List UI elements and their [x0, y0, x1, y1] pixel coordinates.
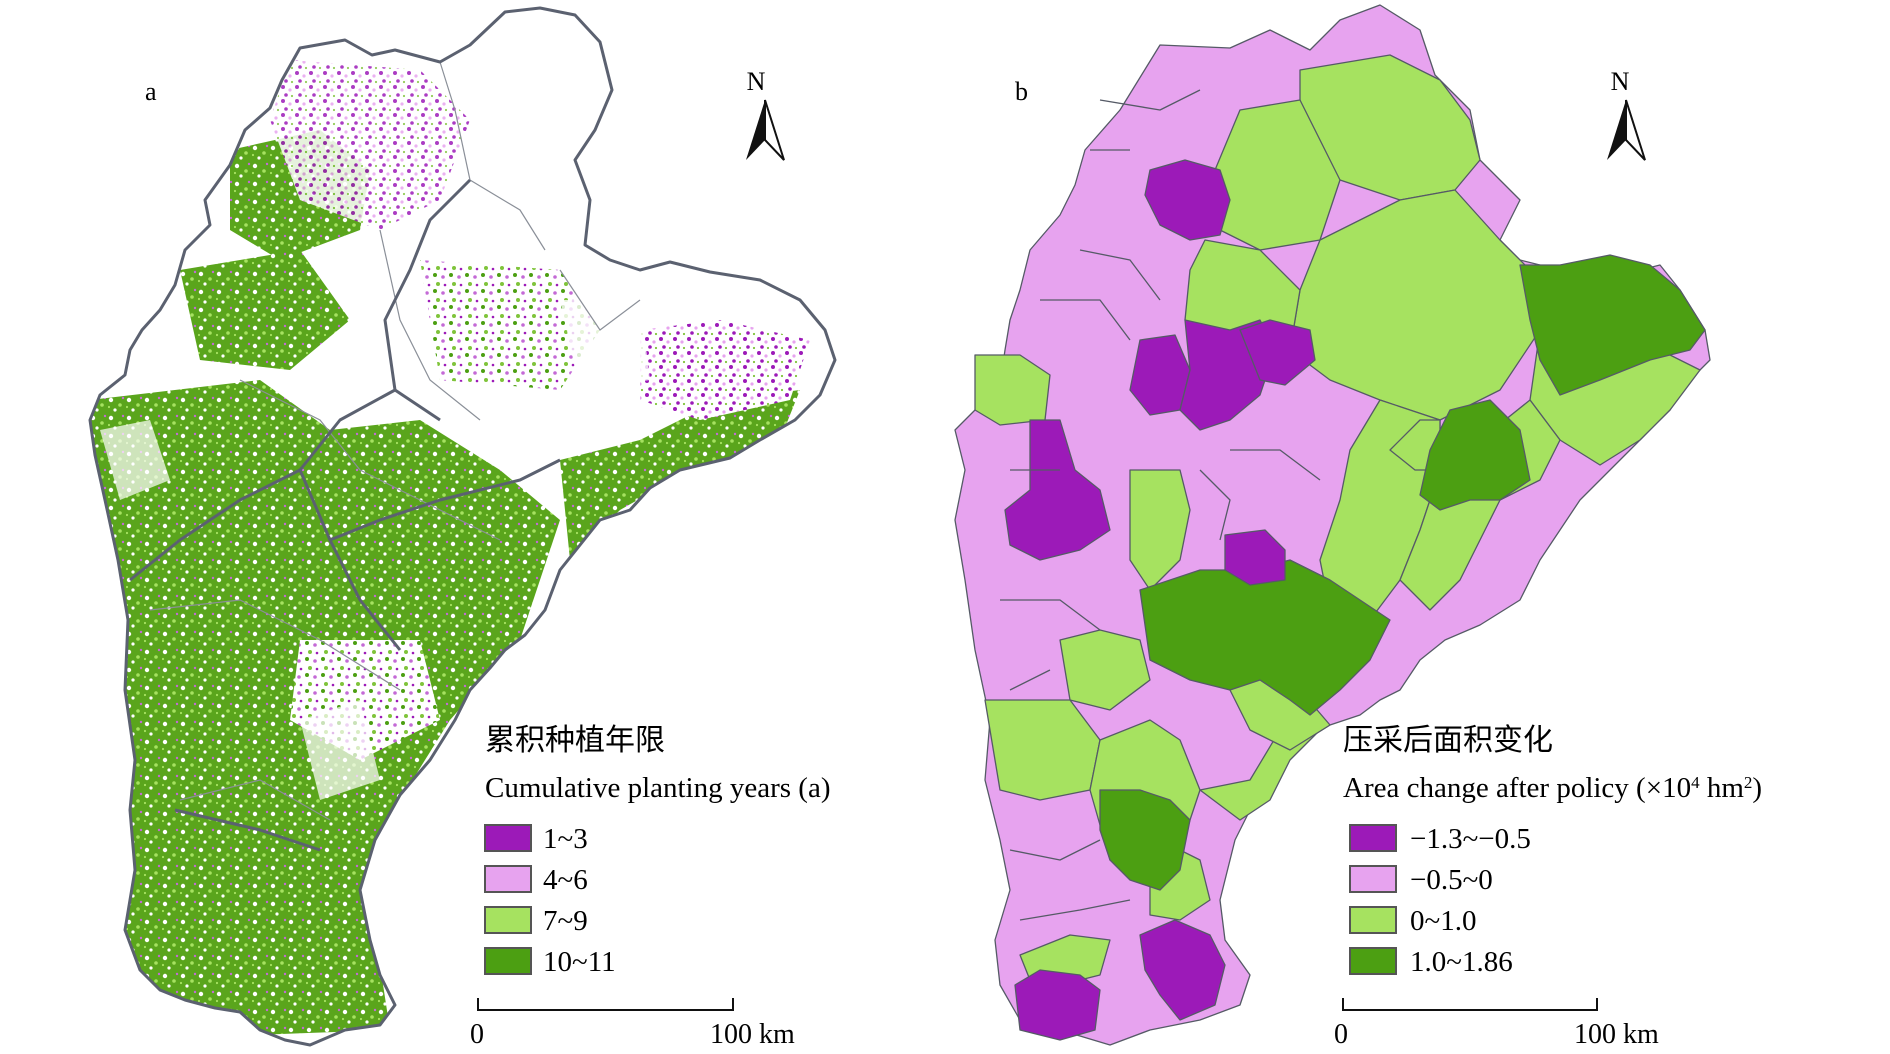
legend-item: 4~6: [484, 864, 588, 896]
legend-swatch: [484, 824, 532, 852]
panel-b-label: b: [1015, 77, 1028, 106]
panel-a-north-arrow: N: [746, 67, 785, 161]
legend-swatch: [484, 865, 532, 893]
panel-a-legend: 累积种植年限 Cumulative planting years (a) 1~3…: [484, 724, 830, 978]
scale-start: 0: [470, 1019, 484, 1050]
scale-start: 0: [1334, 1019, 1348, 1050]
panel-a-map: [88, 6, 837, 1047]
legend-title-en: Cumulative planting years (a): [485, 772, 830, 804]
legend-swatch: [484, 947, 532, 975]
panel-a-scale-bar: 0 100 km: [470, 998, 795, 1050]
legend-item: 1~3: [484, 823, 588, 855]
legend-label: 0~1.0: [1410, 905, 1476, 937]
legend-swatch: [1349, 865, 1397, 893]
panel-b-legend: 压采后面积变化 Area change after policy (×104 h…: [1343, 724, 1762, 978]
legend-swatch: [1349, 906, 1397, 934]
dark-green-counties: [1099, 254, 1706, 891]
panel-b-north-arrow: N: [1607, 67, 1646, 161]
legend-label: 7~9: [543, 905, 588, 937]
north-label: N: [747, 67, 766, 96]
legend-item: −0.5~0: [1349, 864, 1493, 896]
legend-item: 7~9: [484, 905, 588, 937]
legend-title-cn: 压采后面积变化: [1343, 724, 1553, 757]
legend-label: 1~3: [543, 823, 588, 855]
legend-item: 0~1.0: [1349, 905, 1476, 937]
north-arrow-icon: [1607, 100, 1626, 160]
legend-label: −1.3~−0.5: [1410, 823, 1531, 855]
legend-item: 10~11: [484, 946, 616, 978]
scale-end: 100 km: [710, 1019, 795, 1050]
legend-swatch: [484, 906, 532, 934]
legend-swatch: [1349, 947, 1397, 975]
legend-swatch: [1349, 824, 1397, 852]
legend-item: 1.0~1.86: [1349, 946, 1513, 978]
panel-b-scale-bar: 0 100 km: [1334, 998, 1659, 1050]
dark-purple-counties: [1004, 159, 1316, 1041]
legend-label: −0.5~0: [1410, 864, 1493, 896]
legend-title-cn: 累积种植年限: [485, 724, 665, 757]
legend-label: 10~11: [543, 946, 616, 978]
scale-end: 100 km: [1574, 1019, 1659, 1050]
legend-label: 4~6: [543, 864, 588, 896]
legend-title-en: Area change after policy (×104 hm2): [1343, 772, 1762, 804]
panel-b-map: [954, 4, 1711, 1046]
legend-item: −1.3~−0.5: [1349, 823, 1531, 855]
north-label: N: [1611, 67, 1630, 96]
north-arrow-icon: [746, 100, 765, 160]
legend-label: 1.0~1.86: [1410, 946, 1513, 978]
panel-a-label: a: [145, 77, 157, 106]
